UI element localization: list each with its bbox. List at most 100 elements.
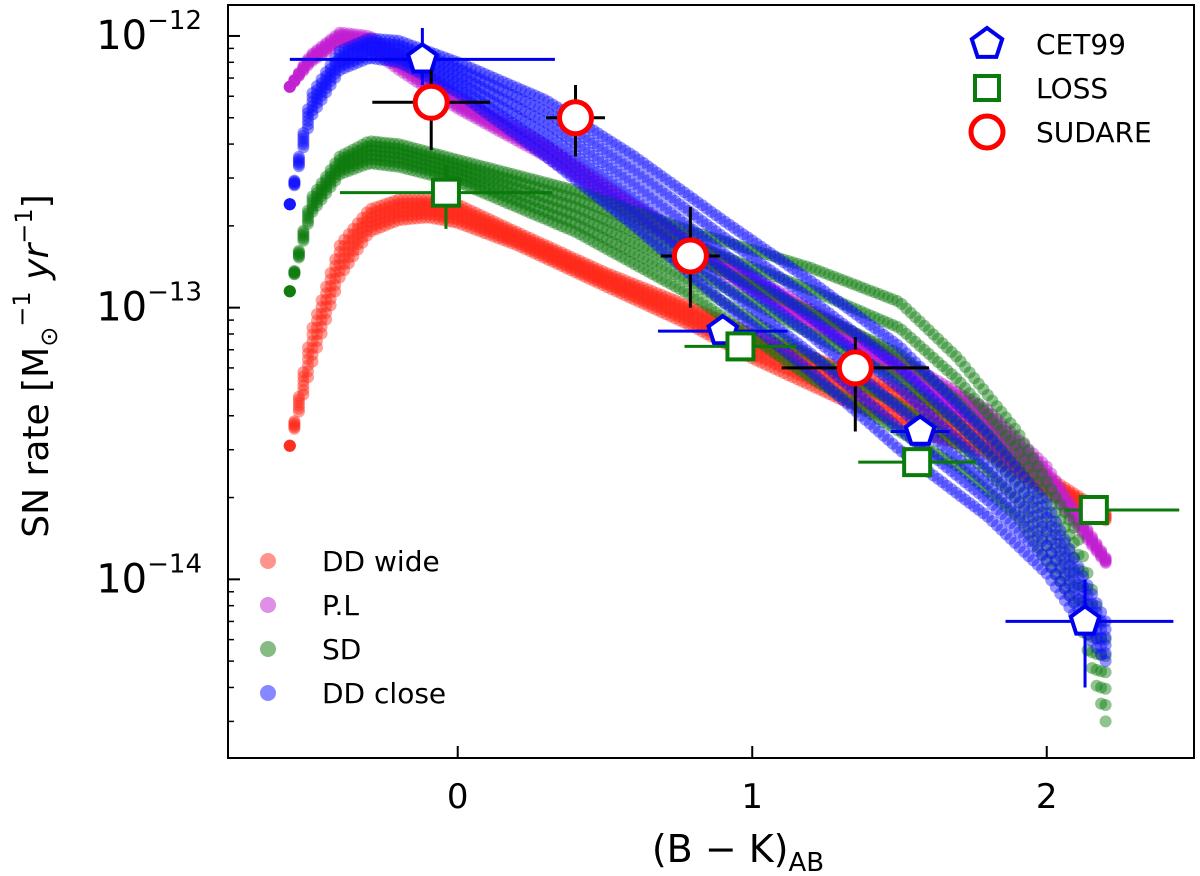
model-point <box>655 288 668 301</box>
model-point <box>456 211 469 224</box>
model-point <box>297 62 310 75</box>
model-point <box>592 271 604 284</box>
model-point <box>759 333 772 346</box>
model-point <box>981 424 994 437</box>
model-point <box>587 261 600 273</box>
model-point <box>320 313 333 326</box>
model-point <box>605 271 618 284</box>
model-point <box>292 393 305 406</box>
model-point <box>1009 451 1021 464</box>
model-point <box>573 260 586 273</box>
model-point <box>388 195 401 208</box>
x-axis-label: (B − K)AB <box>652 827 824 876</box>
model-point <box>981 419 994 431</box>
model-point <box>324 286 337 299</box>
model-point <box>433 209 446 222</box>
model-point <box>592 268 604 281</box>
model-point <box>297 64 310 77</box>
model-point <box>496 219 509 232</box>
model-point <box>474 212 487 225</box>
model-point <box>447 216 459 228</box>
model-point <box>913 404 926 417</box>
model-point <box>569 255 582 268</box>
model-point <box>311 341 323 354</box>
model-point <box>660 290 672 303</box>
model-point <box>628 278 641 290</box>
model-point <box>605 277 618 290</box>
model-point <box>895 404 908 417</box>
model-point <box>990 426 1003 439</box>
model-point <box>401 209 414 222</box>
model-point <box>546 245 559 258</box>
model-point <box>814 371 827 384</box>
model-point <box>519 237 532 250</box>
model-point <box>814 354 827 367</box>
model-point <box>963 429 976 442</box>
model-point <box>533 246 546 259</box>
model-point <box>410 197 423 210</box>
model-point <box>388 203 401 216</box>
model-point <box>410 201 423 214</box>
model-point <box>687 305 700 318</box>
model-point <box>1004 462 1017 475</box>
model-point <box>1067 491 1080 504</box>
model-point <box>981 447 994 460</box>
legend-observed: CET99 LOSS SUDARE <box>968 25 1152 151</box>
model-point <box>623 285 636 298</box>
model-point <box>320 306 333 319</box>
model-point <box>347 38 360 51</box>
model-point <box>465 215 478 227</box>
model-point <box>614 272 627 285</box>
model-point <box>338 35 351 47</box>
model-point <box>913 390 926 402</box>
model-point <box>496 231 509 243</box>
model-point <box>823 381 836 394</box>
model-point <box>610 273 623 286</box>
model-point <box>306 321 319 334</box>
model-point <box>651 300 663 313</box>
model-point <box>329 39 342 52</box>
model-point <box>1027 477 1040 489</box>
model-point <box>628 284 641 297</box>
model-point <box>324 42 337 55</box>
model-point <box>315 40 328 53</box>
model-point <box>1040 482 1053 495</box>
model-point <box>768 352 781 365</box>
model-point <box>1036 482 1049 495</box>
model-point <box>891 409 904 422</box>
model-point <box>954 413 967 426</box>
model-point <box>1009 465 1021 478</box>
model-point <box>306 47 319 60</box>
model-point <box>374 217 387 230</box>
model-point <box>288 75 301 88</box>
model-point <box>342 234 355 247</box>
model-point <box>383 205 396 218</box>
model-point <box>1022 458 1035 471</box>
model-point <box>628 293 641 306</box>
model-point <box>800 371 813 384</box>
model-point <box>383 217 396 230</box>
model-point <box>678 298 691 310</box>
model-point <box>510 231 523 244</box>
model-point <box>397 205 410 218</box>
model-point <box>587 263 600 276</box>
model-point <box>460 202 473 215</box>
model-point <box>578 262 591 275</box>
model-point <box>501 230 514 242</box>
model-point <box>1058 486 1071 499</box>
model-point <box>551 257 564 270</box>
model-point <box>283 439 296 452</box>
model-point <box>433 206 446 219</box>
model-point <box>687 316 700 329</box>
model-point <box>533 244 546 257</box>
model-point <box>487 218 500 231</box>
model-point <box>315 47 328 59</box>
model-point <box>283 439 296 452</box>
model-point <box>546 242 559 255</box>
model-point <box>469 223 482 236</box>
model-point <box>786 354 799 367</box>
model-point <box>922 393 935 406</box>
model-point <box>496 233 509 246</box>
model-point <box>818 373 831 386</box>
model-point <box>524 232 537 244</box>
